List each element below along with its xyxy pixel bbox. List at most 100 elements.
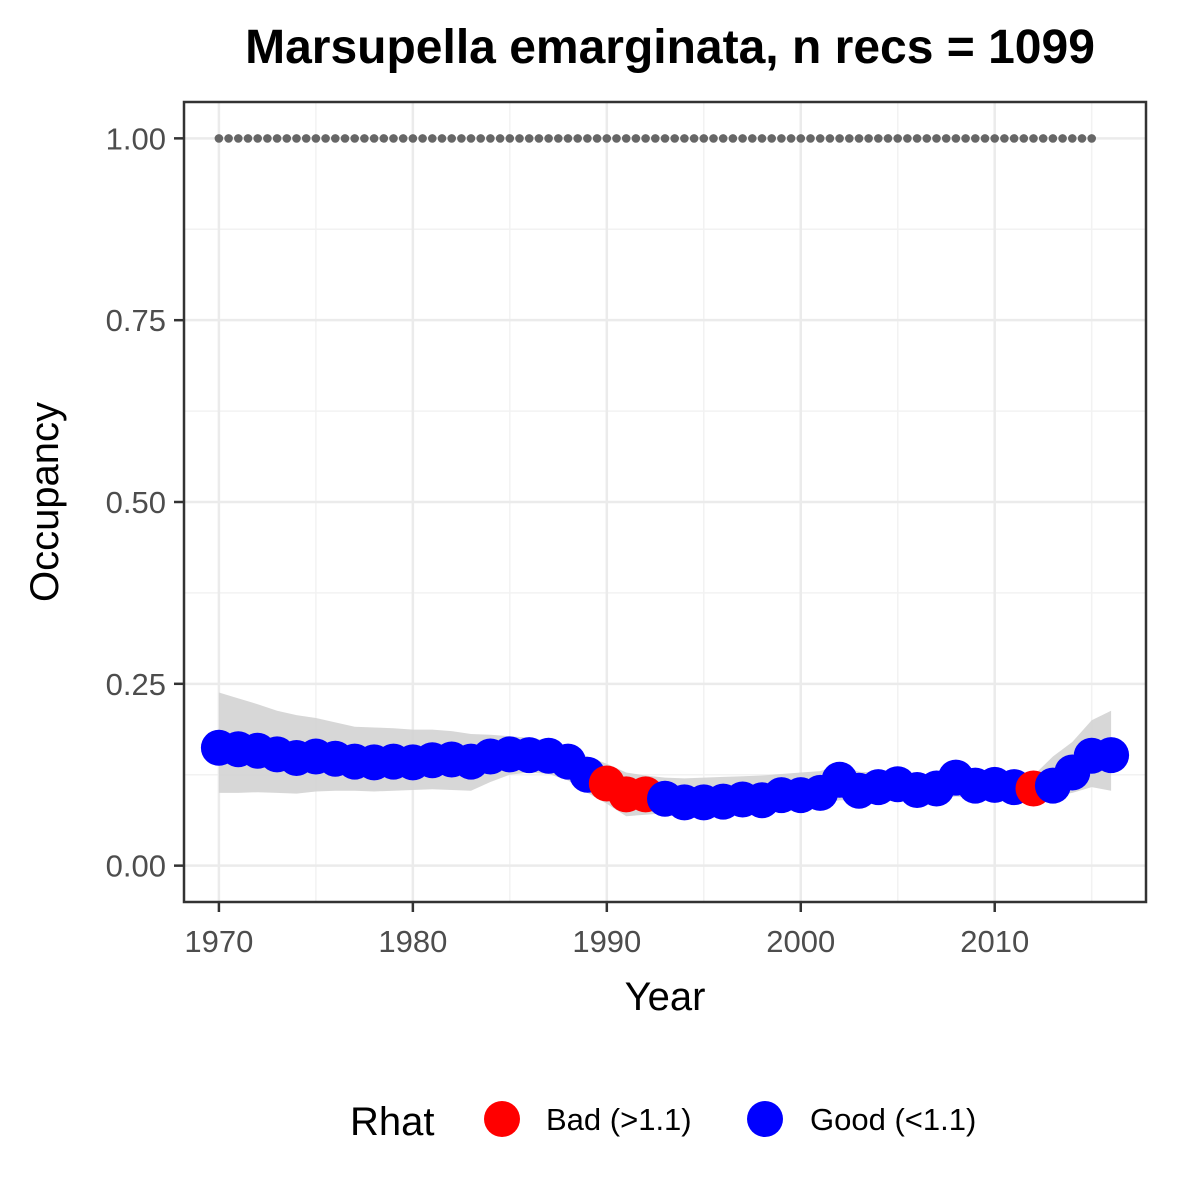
reference-dot (331, 134, 340, 143)
reference-dot (602, 134, 612, 143)
reference-dot (1087, 134, 1096, 143)
reference-dot (699, 134, 709, 143)
reference-dot (709, 134, 718, 143)
reference-dot (350, 134, 360, 143)
x-axis: 1970 1980 1990 2000 2010 (184, 902, 1029, 959)
reference-dot (1029, 134, 1038, 143)
x-tick-label: 1970 (184, 924, 253, 959)
reference-dot (389, 134, 398, 143)
reference-dot (437, 134, 447, 143)
legend-label-bad: Bad (>1.1) (546, 1102, 692, 1137)
reference-dot (292, 134, 301, 143)
reference-dot (631, 134, 641, 143)
reference-dot (815, 134, 825, 143)
reference-dot (524, 134, 534, 143)
reference-dot (214, 134, 224, 143)
reference-dot (428, 134, 437, 143)
reference-dot (670, 134, 679, 143)
reference-dot (592, 134, 602, 143)
y-tick-label: 1.00 (106, 121, 166, 156)
reference-dot (253, 134, 262, 143)
reference-dot (728, 134, 738, 143)
reference-dot (515, 134, 524, 143)
reference-dot (941, 134, 951, 143)
reference-dot (932, 134, 941, 143)
data-point-good (1093, 737, 1130, 774)
reference-dot (903, 134, 912, 143)
y-tick-label: 0.25 (106, 667, 166, 702)
reference-dot (1009, 134, 1019, 143)
reference-dot (408, 134, 418, 143)
reference-dot (224, 134, 233, 143)
reference-dot (883, 134, 893, 143)
reference-dot (854, 134, 864, 143)
reference-dot (912, 134, 922, 143)
y-tick-label: 0.00 (106, 849, 166, 884)
reference-dot (748, 134, 757, 143)
y-tick-label: 0.50 (106, 485, 166, 520)
legend-key-bad (484, 1101, 520, 1137)
reference-dot (1048, 134, 1058, 143)
reference-dot (845, 134, 854, 143)
reference-dot (457, 134, 466, 143)
reference-dot (418, 134, 427, 143)
reference-dot (1077, 134, 1087, 143)
reference-dot (651, 134, 660, 143)
reference-dot (321, 134, 330, 143)
x-tick-label: 2000 (766, 924, 835, 959)
reference-dot (660, 134, 670, 143)
reference-dot (447, 134, 457, 143)
reference-dot (263, 134, 272, 143)
reference-dot (398, 134, 408, 143)
reference-dot (272, 134, 282, 143)
reference-dot (234, 134, 243, 143)
reference-dot (282, 134, 292, 143)
reference-dot (738, 134, 747, 143)
legend: Rhat Bad (>1.1) Good (<1.1) (350, 1100, 976, 1144)
reference-dot (369, 134, 379, 143)
reference-dot (621, 134, 631, 143)
reference-dot (786, 134, 796, 143)
reference-dot (1000, 134, 1009, 143)
reference-dot (796, 134, 806, 143)
reference-dot (466, 134, 476, 143)
reference-dot (243, 134, 253, 143)
reference-dot (486, 134, 495, 143)
reference-dot (825, 134, 835, 143)
reference-dot (301, 134, 311, 143)
points-layer (200, 729, 1130, 821)
reference-dot (1038, 134, 1048, 143)
reference-dot (757, 134, 767, 143)
reference-dot (951, 134, 961, 143)
reference-dot (980, 134, 990, 143)
reference-dot (864, 134, 873, 143)
reference-dot (961, 134, 970, 143)
reference-dot (573, 134, 582, 143)
reference-dot (554, 134, 563, 143)
reference-dot (971, 134, 980, 143)
x-tick-label: 1990 (572, 924, 641, 959)
reference-dot (563, 134, 573, 143)
reference-dot (689, 134, 699, 143)
reference-dot (360, 134, 369, 143)
reference-dot (990, 134, 999, 143)
x-tick-label: 2010 (960, 924, 1029, 959)
y-axis-title: Occupancy (23, 402, 67, 602)
reference-dot (340, 134, 350, 143)
reference-dot (680, 134, 689, 143)
reference-dot (476, 134, 486, 143)
reference-dot (1058, 134, 1067, 143)
reference-dot (505, 134, 515, 143)
chart-title: Marsupella emarginata, n recs = 1099 (245, 21, 1095, 74)
reference-dot (718, 134, 728, 143)
reference-dot (379, 134, 389, 143)
reference-dot (311, 134, 321, 143)
reference-dot (1068, 134, 1077, 143)
reference-dot (777, 134, 786, 143)
reference-dot (544, 134, 553, 143)
reference-dot (1019, 134, 1029, 143)
reference-line (214, 134, 1096, 143)
reference-dot (767, 134, 776, 143)
reference-dot (583, 134, 592, 143)
